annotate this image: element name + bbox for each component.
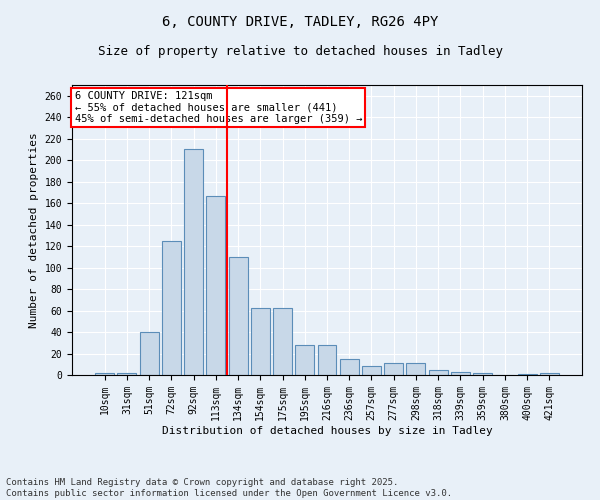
- Bar: [229, 257, 248, 375]
- Bar: [95, 373, 114, 375]
- Bar: [184, 150, 203, 375]
- Bar: [518, 374, 536, 375]
- Bar: [429, 370, 448, 375]
- Text: Contains HM Land Registry data © Crown copyright and database right 2025.
Contai: Contains HM Land Registry data © Crown c…: [6, 478, 452, 498]
- Bar: [140, 332, 158, 375]
- Bar: [273, 308, 292, 375]
- Bar: [362, 366, 381, 375]
- Text: 6, COUNTY DRIVE, TADLEY, RG26 4PY: 6, COUNTY DRIVE, TADLEY, RG26 4PY: [162, 15, 438, 29]
- X-axis label: Distribution of detached houses by size in Tadley: Distribution of detached houses by size …: [161, 426, 493, 436]
- Bar: [162, 240, 181, 375]
- Text: 6 COUNTY DRIVE: 121sqm
← 55% of detached houses are smaller (441)
45% of semi-de: 6 COUNTY DRIVE: 121sqm ← 55% of detached…: [74, 91, 362, 124]
- Y-axis label: Number of detached properties: Number of detached properties: [29, 132, 39, 328]
- Bar: [406, 363, 425, 375]
- Bar: [295, 345, 314, 375]
- Bar: [540, 373, 559, 375]
- Text: Size of property relative to detached houses in Tadley: Size of property relative to detached ho…: [97, 45, 503, 58]
- Bar: [206, 196, 225, 375]
- Bar: [384, 363, 403, 375]
- Bar: [451, 372, 470, 375]
- Bar: [473, 373, 492, 375]
- Bar: [251, 308, 270, 375]
- Bar: [118, 373, 136, 375]
- Bar: [340, 359, 359, 375]
- Bar: [317, 345, 337, 375]
